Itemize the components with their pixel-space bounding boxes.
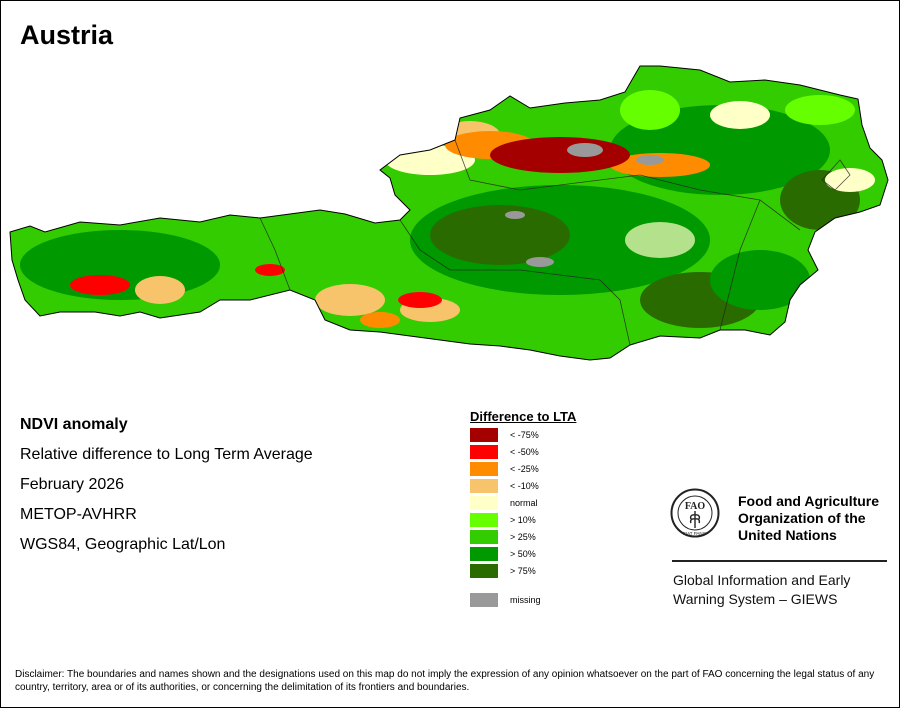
legend-swatch (470, 462, 498, 476)
legend-label: normal (510, 498, 538, 508)
legend-label: > 75% (510, 566, 536, 576)
region-light-green-ne (785, 95, 855, 125)
state-boundary-lower-austria (639, 174, 801, 231)
legend-label: < -10% (510, 481, 539, 491)
giews-line-1: Global Information and Early (673, 572, 851, 588)
legend-label: < -75% (510, 430, 539, 440)
state-boundary-upper-austria (454, 139, 641, 191)
fao-logo-ring (670, 488, 720, 538)
legend-label: < -25% (510, 464, 539, 474)
legend-swatch (470, 593, 498, 607)
legend-item: < -50% (470, 445, 610, 459)
org-divider (672, 560, 887, 562)
region-minus75-upper-austria (490, 137, 630, 173)
region-missing-north (567, 143, 603, 157)
fao-logo: FAO FIAT PANIS (670, 488, 720, 538)
austria-ndvi-map (9, 65, 889, 361)
region-dark-green-styria (710, 250, 810, 310)
legend-title: Difference to LTA (470, 409, 577, 424)
region-missing-center (526, 257, 554, 267)
legend-swatch (470, 479, 498, 493)
legend-item: > 50% (470, 547, 610, 561)
info-description: Relative difference to Long Term Average (20, 446, 313, 463)
legend-item: < -10% (470, 479, 610, 493)
legend-swatch (470, 547, 498, 561)
state-boundary-styria (719, 199, 761, 331)
legend-swatch (470, 564, 498, 578)
legend-label: < -50% (510, 447, 539, 457)
legend-swatch (470, 513, 498, 527)
region-very-dark-green (430, 205, 570, 265)
legend-item: normal (470, 496, 610, 510)
legend-label: missing (510, 595, 541, 605)
region-missing-ne (636, 155, 664, 165)
legend-swatch (470, 496, 498, 510)
region-minus25-northeast (610, 153, 710, 177)
legend-item: < -75% (470, 428, 610, 442)
region-minus25-south (360, 312, 400, 328)
state-boundary-vienna (821, 159, 851, 191)
legend-item: > 25% (470, 530, 610, 544)
region-minus10-west (135, 276, 185, 304)
region-normal-n (710, 101, 770, 129)
region-minus10-tyrol (315, 284, 385, 316)
fao-logo-inner-ring (677, 495, 713, 531)
region-light-green-north (620, 90, 680, 130)
map-title: Austria (20, 20, 114, 50)
region-normal-center (625, 222, 695, 258)
org-line-2: Organization of the (738, 510, 866, 526)
fao-organization-name: Food and Agriculture Organization of the… (738, 493, 879, 544)
region-minus50-west (70, 275, 130, 295)
region-normal-e (825, 168, 875, 192)
legend-item: > 10% (470, 513, 610, 527)
legend-label: > 50% (510, 549, 536, 559)
fao-logo-motto: FIAT PANIS (683, 531, 707, 536)
region-missing-center2 (505, 211, 525, 219)
legend-swatch (470, 428, 498, 442)
legend-label: > 25% (510, 532, 536, 542)
wheat-icon (689, 511, 701, 528)
legend-item: < -25% (470, 462, 610, 476)
legend-item-missing: missing (470, 593, 610, 607)
legend-label: > 10% (510, 515, 536, 525)
legend-swatch (470, 530, 498, 544)
org-line-1: Food and Agriculture (738, 493, 880, 509)
state-boundary-vorarlberg-tyrol (259, 217, 291, 291)
org-line-3: United Nations (738, 527, 837, 543)
state-boundary-south (399, 219, 631, 346)
info-product: NDVI anomaly (20, 416, 128, 433)
giews-line-2: Warning System – GIEWS (673, 591, 838, 607)
info-projection: WGS84, Geographic Lat/Lon (20, 536, 226, 553)
giews-name: Global Information and Early Warning Sys… (673, 571, 850, 609)
info-period: February 2026 (20, 476, 125, 493)
legend-item: > 75% (470, 564, 610, 578)
region-minus50-tyrol (255, 264, 285, 276)
fao-logo-text: FAO (685, 501, 706, 512)
region-minus50-carinthia (398, 292, 442, 308)
disclaimer: Disclaimer: The boundaries and names sho… (15, 669, 875, 693)
legend-swatch (470, 445, 498, 459)
info-sensor: METOP-AVHRR (20, 506, 137, 523)
